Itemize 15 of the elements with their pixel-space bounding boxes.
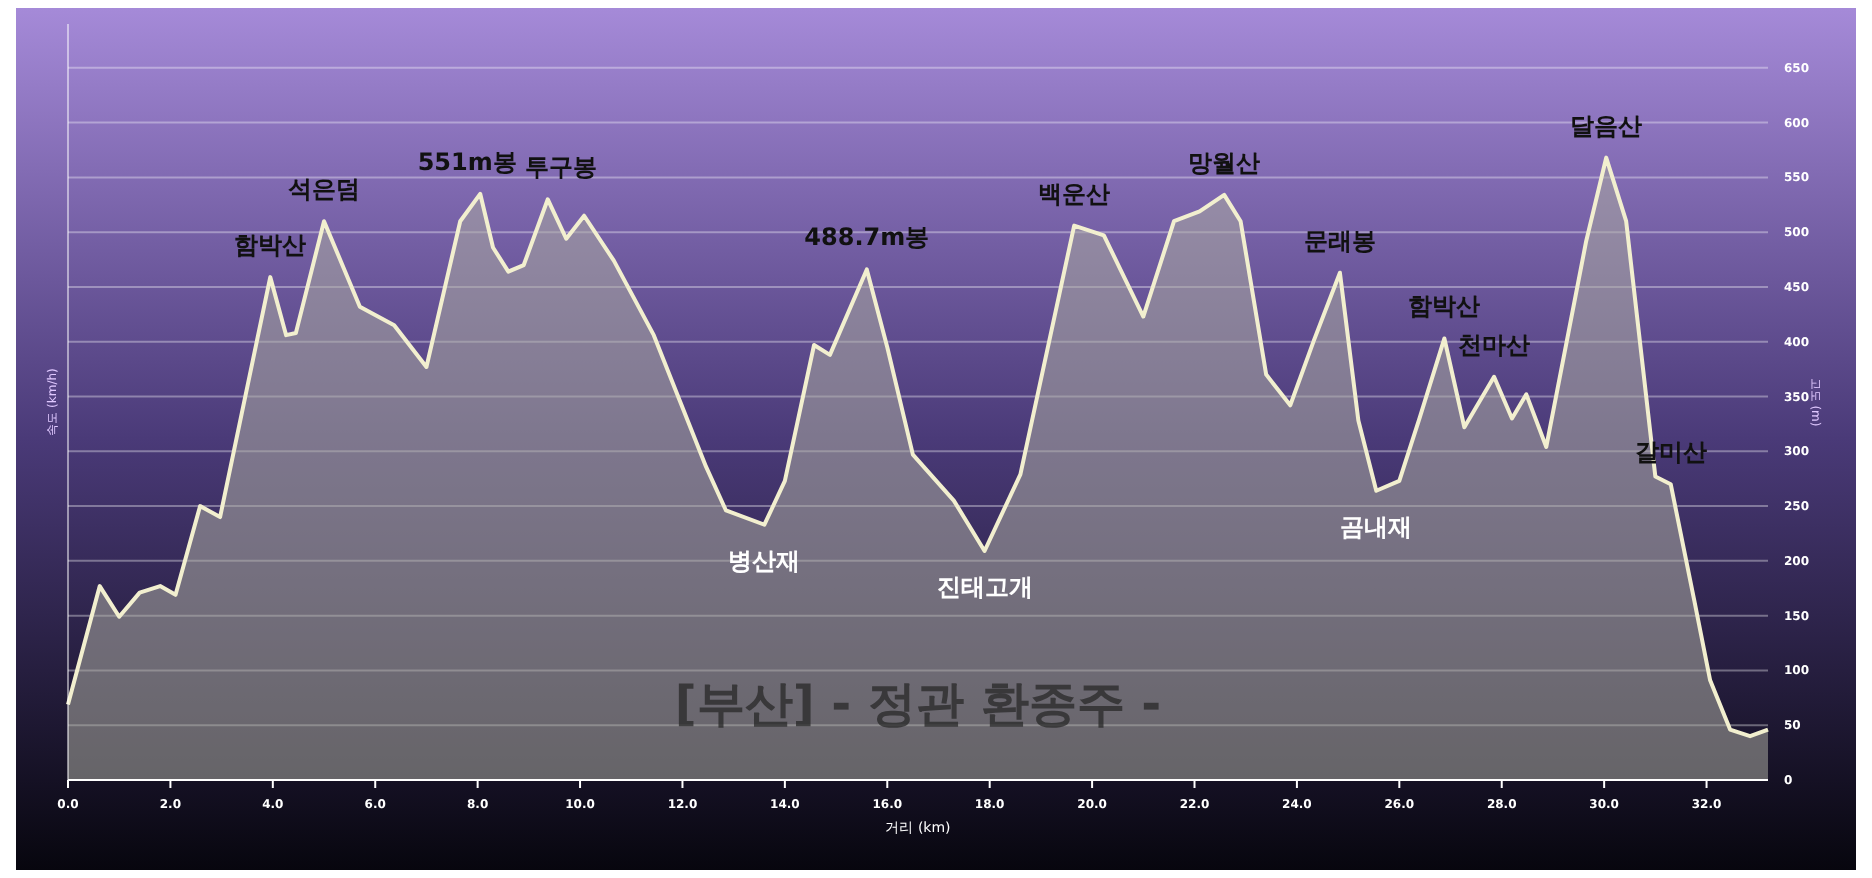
annotation: 488.7m봉 [804,223,930,252]
annotation: 천마산 [1458,330,1531,359]
annotation: 문래봉 [1303,226,1376,255]
annotation: 달음산 [1570,111,1643,140]
annotation: 투구봉 [524,153,597,182]
annotation: 551m봉 [417,147,517,176]
text: [부산] - 정관 환종주 - [674,676,1162,732]
annotation: 함박산 [234,231,307,260]
annotation: 병산재 [728,546,801,575]
annotation: 함박산 [1408,292,1481,321]
annotation: 망월산 [1188,148,1261,177]
annotation: 백운산 [1038,179,1111,208]
annotation: 진태고개 [936,573,1033,602]
annotation: 곰내재 [1340,512,1413,541]
annotation: 석은덤 [288,175,361,204]
